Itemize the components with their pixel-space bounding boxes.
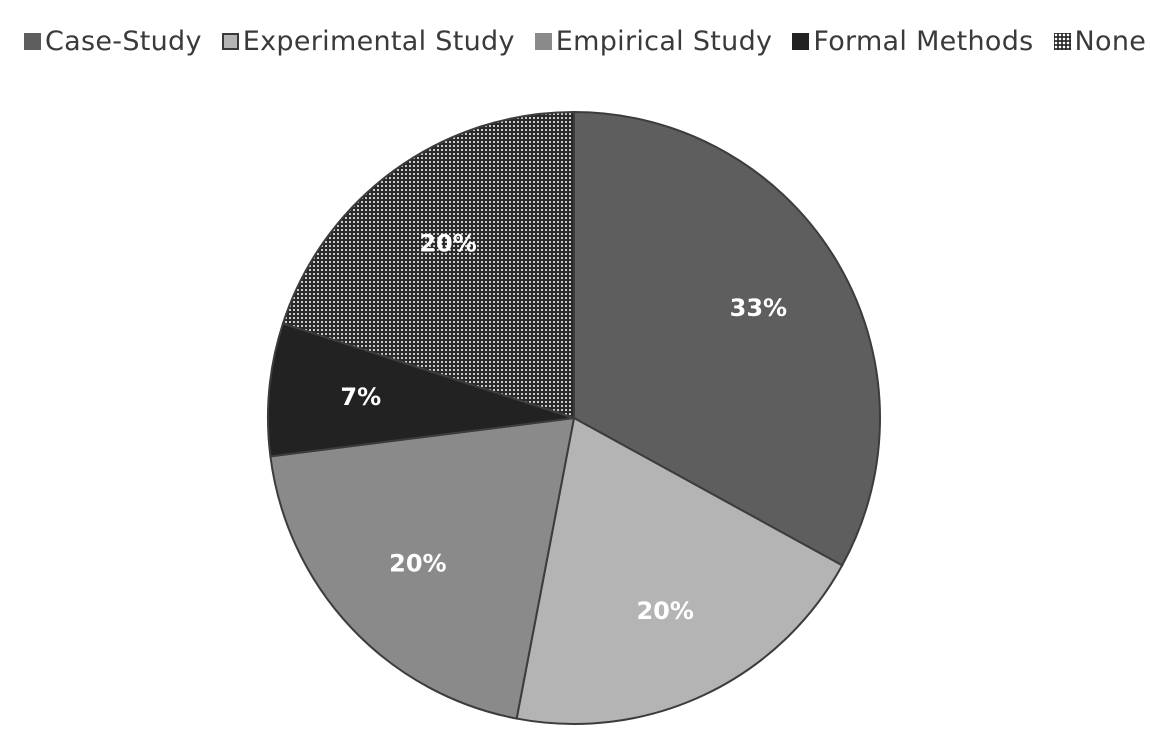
legend-label-case-study: Case-Study [45, 26, 202, 57]
legend-swatch-experimental-study [221, 33, 239, 50]
pie-slice-none [281, 110, 575, 420]
legend-label-empirical-study: Empirical Study [555, 26, 773, 57]
pie-slice-formal-methods [267, 322, 575, 458]
legend-item-empirical-study: Empirical Study [534, 26, 773, 57]
legend-item-case-study: Case-Study [24, 26, 202, 57]
legend-swatch-empirical-study [534, 33, 552, 50]
pie-label-none: 20% [419, 230, 476, 258]
legend-swatch-none [1053, 33, 1071, 50]
legend-swatch-case-study [24, 33, 41, 50]
pie-slices [267, 110, 881, 725]
pie-slice-case-study [573, 110, 881, 567]
pie-label-empirical-study: 20% [389, 550, 446, 578]
pie-slice-empirical-study [269, 416, 576, 720]
legend-item-experimental-study: Experimental Study [221, 26, 515, 57]
pie-label-experimental-study: 20% [636, 597, 693, 625]
pie-label-formal-methods: 7% [340, 383, 381, 411]
legend-item-none: None [1053, 26, 1147, 57]
legend-label-experimental-study: Experimental Study [242, 26, 515, 57]
chart-legend: Case-Study Experimental Study Empirical … [24, 26, 1146, 57]
legend-swatch-formal-methods [792, 33, 810, 50]
pie-label-case-study: 33% [730, 294, 787, 322]
legend-item-formal-methods: Formal Methods [792, 26, 1033, 57]
pie-slice-experimental-study [515, 416, 844, 725]
legend-label-formal-methods: Formal Methods [813, 26, 1034, 57]
legend-label-none: None [1074, 26, 1147, 57]
pie-labels: 33% 20% 20% 7% 20% [340, 230, 787, 625]
